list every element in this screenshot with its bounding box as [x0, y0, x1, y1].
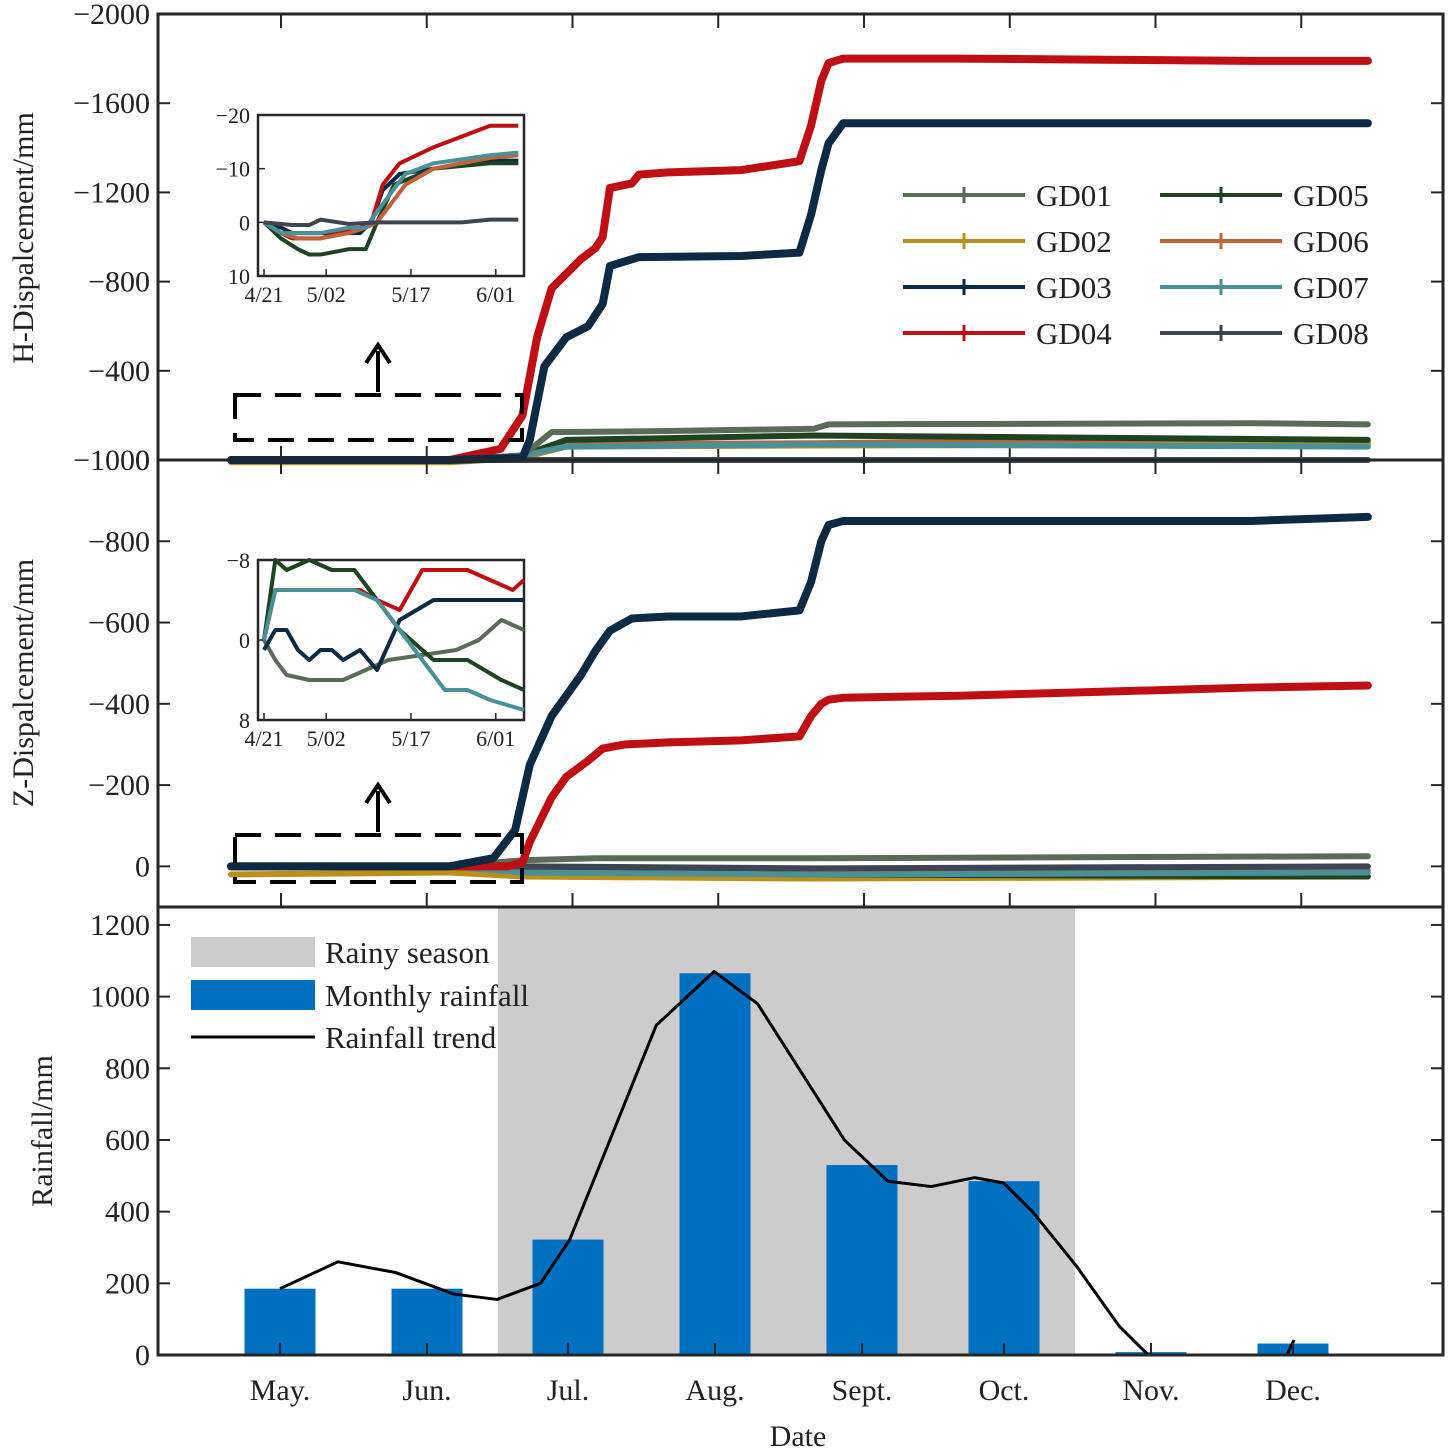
legend-label-gd05: GD05: [1293, 178, 1369, 213]
legend-label-rainy-season: Rainy season: [325, 935, 490, 970]
y-tick-label-1-3: −400: [88, 688, 150, 721]
inset-x-tick-label-0-3: 6/01: [476, 282, 515, 307]
x-tick-label-jun: Jun.: [402, 1374, 451, 1407]
legend-label-gd06: GD06: [1293, 224, 1369, 259]
inset-x-tick-label-1-2: 5/17: [391, 726, 430, 751]
inset-y-tick-label-0-0: −20: [216, 103, 250, 128]
x-tick-label-oct: Oct.: [979, 1374, 1030, 1407]
zoom-arrow-head-0: [364, 341, 392, 365]
y-tick-label-1-2: −600: [88, 607, 150, 640]
rain-y-tick-label-2: 400: [105, 1196, 150, 1229]
x-tick-label-aug: Aug.: [685, 1374, 744, 1407]
series-line-gd04-0: [227, 54, 1372, 464]
y-tick-label-0-4: −400: [88, 355, 150, 388]
legend-label-gd08: GD08: [1293, 316, 1369, 351]
y-tick-label-0-0: −2000: [73, 0, 150, 31]
x-tick-label-may: May.: [250, 1374, 311, 1407]
x-tick-label-jul: Jul.: [547, 1374, 590, 1407]
rainfall-panel: 0 200 400 600 800 1000 1200 May. Jun. Jul. Aug. Sep…: [90, 905, 1445, 1407]
bar-oct: [968, 1181, 1040, 1355]
series-line-gd03-1: [227, 512, 1372, 871]
h-displacement-ylabel: H-Dispalcement/mm: [7, 112, 40, 364]
zoom-selection-box-0: [233, 393, 524, 442]
inset-x-tick-label-1-1: 5/02: [307, 726, 346, 751]
y-tick-label-1-5: 0: [135, 850, 150, 883]
legend-label-gd07: GD07: [1293, 270, 1369, 305]
inset-series-gd01-1: [262, 618, 525, 682]
date-xlabel: Date: [770, 1420, 827, 1453]
inset-x-tick-label-1-3: 6/01: [476, 726, 515, 751]
inset-x-tick-label-0-0: 4/21: [244, 282, 283, 307]
inset-x-tick-label-1-0: 4/21: [244, 726, 283, 751]
rain-y-tick-label-1: 200: [105, 1267, 150, 1300]
inset-y-tick-label-1-0: −8: [227, 548, 250, 573]
legend-label-gd02: GD02: [1036, 224, 1112, 259]
y-tick-label-1-1: −800: [88, 525, 150, 558]
legend-swatch-monthly-rainfall: [191, 980, 315, 1010]
inset-y-tick-label-1-1: 0: [239, 628, 250, 653]
rainfall-ylabel: Rainfall/mm: [26, 1055, 59, 1207]
rain-y-tick-label-5: 1000: [90, 981, 150, 1014]
y-tick-label-1-0: −1000: [73, 444, 150, 477]
inset-series-gd05-1: [262, 558, 525, 692]
inset-series-gd08-0: [263, 217, 519, 228]
inset-x-tick-label-0-1: 5/02: [307, 282, 346, 307]
inset-series-gd07-0: [262, 150, 519, 236]
bar-sept: [826, 1165, 898, 1355]
y-tick-label-0-3: −800: [88, 266, 150, 299]
x-tick-label-sept: Sept.: [832, 1374, 893, 1407]
inset-series-gd07-1: [262, 588, 525, 712]
series-line-gd04-1: [227, 681, 1372, 871]
rainfall-trend-tail: [1285, 1339, 1296, 1356]
zoom-selection-box-1: [233, 833, 524, 884]
legend-label-monthly-rainfall: Monthly rainfall: [325, 978, 529, 1013]
inset-y-tick-label-0-3: 10: [228, 264, 250, 289]
rain-y-tick-label-6: 1200: [90, 909, 150, 942]
y-tick-label-0-2: −1200: [73, 176, 150, 209]
legend-label-rainfall-trend: Rainfall trend: [325, 1020, 497, 1055]
inset-y-tick-label-1-2: 8: [239, 708, 250, 733]
z-displacement-ylabel: Z-Dispalcement/mm: [7, 559, 40, 807]
inset-y-tick-label-0-2: 0: [239, 210, 250, 235]
y-tick-label-0-1: −1600: [73, 87, 150, 120]
y-tick-label-0-5: 0: [135, 444, 150, 477]
inset-series-gd03-1: [262, 598, 524, 672]
rain-y-tick-label-4: 800: [105, 1052, 150, 1085]
rain-y-tick-label-0: 0: [135, 1339, 150, 1372]
legend-swatch-rainy-season: [191, 937, 315, 967]
z-displacement-panel: −1000 −800 −600 −400 −200 0 −8 0 84/21 5/02 5/17 6/…: [73, 444, 1445, 909]
bar-jul: [532, 1239, 604, 1355]
zoom-arrow-head-1: [364, 781, 392, 805]
y-tick-label-1-4: −200: [88, 769, 150, 802]
inset-y-tick-label-0-1: −10: [216, 157, 250, 182]
inset-x-tick-label-0-2: 5/17: [391, 282, 430, 307]
rain-y-tick-label-3: 600: [105, 1124, 150, 1157]
x-tick-label-nov: Nov.: [1122, 1374, 1179, 1407]
legend-label-gd04: GD04: [1036, 316, 1112, 351]
x-tick-label-dec: Dec.: [1265, 1374, 1321, 1407]
legend-label-gd01: GD01: [1036, 178, 1112, 213]
rainfall-trend-line: [279, 970, 1150, 1357]
legend-label-gd03: GD03: [1036, 270, 1112, 305]
series-line-gd03-0: [227, 119, 1372, 464]
bar-aug: [679, 973, 751, 1355]
panel-frame-2: [156, 905, 1445, 1357]
h-displacement-panel: −2000 −1600 −1200 −800 −400 0 −20 −10 0 104/21 5/0…: [73, 0, 1445, 477]
